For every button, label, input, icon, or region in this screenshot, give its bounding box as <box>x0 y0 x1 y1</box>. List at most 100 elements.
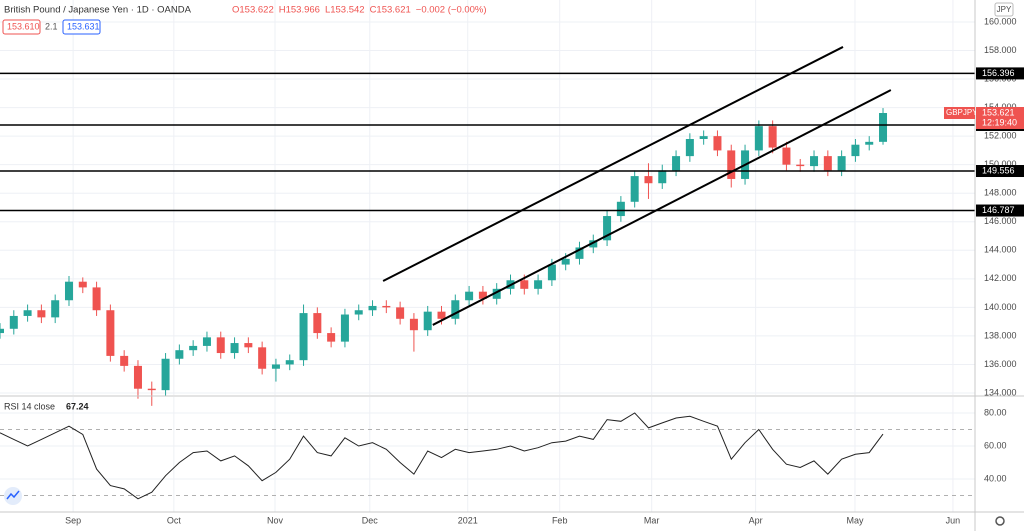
level-label: 149.556 <box>982 165 1015 175</box>
candle-body <box>520 280 529 289</box>
candle-body <box>796 164 805 167</box>
y-tick-label: 134.000 <box>984 387 1017 397</box>
ohlc-value: −0.002 (−0.00%) <box>416 5 487 16</box>
candle-body <box>64 281 73 301</box>
candle-body <box>685 138 694 157</box>
candle-body <box>727 150 736 179</box>
y-tick-label: 160.000 <box>984 16 1017 26</box>
candle-body <box>409 318 418 331</box>
y-tick-label: 148.000 <box>984 188 1017 198</box>
candle-body <box>133 365 142 389</box>
sell-price[interactable]: 153.610 <box>7 21 40 31</box>
candle-body <box>823 156 832 171</box>
x-tick-label: Feb <box>552 515 568 525</box>
last-price: 153.621 <box>982 107 1015 117</box>
candle-body <box>106 310 115 356</box>
candle-body <box>230 343 239 354</box>
trendline <box>382 46 844 282</box>
level-label: 146.787 <box>982 205 1015 215</box>
rsi-tick-label: 40.00 <box>984 473 1007 483</box>
candle-body <box>451 300 460 319</box>
level-label-box <box>976 165 1024 178</box>
candle-body <box>616 201 625 217</box>
x-tick-label: Sep <box>65 515 81 525</box>
candle-body <box>547 264 556 281</box>
last-price-symbol: GBPJPY <box>946 108 978 117</box>
x-tick-label: Nov <box>267 515 284 525</box>
y-tick-label: 146.000 <box>984 216 1017 226</box>
candle-body <box>299 313 308 361</box>
y-tick-label: 154.000 <box>984 102 1017 112</box>
y-tick-label: 144.000 <box>984 245 1017 255</box>
candle-body <box>603 216 612 241</box>
x-tick-label: Dec <box>362 515 379 525</box>
candle-body <box>382 305 391 308</box>
candle-body <box>768 126 777 148</box>
rsi-line <box>0 412 884 500</box>
ohlc-legend: O153.622 H153.966 L153.542 C153.621 −0.002 (… <box>232 5 487 16</box>
last-price-box <box>976 107 1024 130</box>
x-tick-label: Mar <box>644 515 660 525</box>
level-label: 156.396 <box>982 68 1015 78</box>
candle-body <box>699 136 708 139</box>
spread: 2.1 <box>45 21 58 31</box>
candle-body <box>713 136 722 151</box>
y-tick-label: 152.000 <box>984 131 1017 141</box>
y-tick-label: 158.000 <box>984 45 1017 55</box>
candle-body <box>810 156 819 167</box>
x-tick-label: Apr <box>749 515 763 525</box>
candle-body <box>23 310 32 316</box>
candle-body <box>78 281 87 288</box>
x-tick-label: Oct <box>167 515 182 525</box>
candle-body <box>396 307 405 319</box>
candle-body <box>340 314 349 342</box>
candle-body <box>327 333 336 342</box>
grid <box>0 0 975 512</box>
candle-body <box>465 291 474 301</box>
candle-body <box>754 126 763 151</box>
candle-body <box>271 364 280 369</box>
y-tick-label: 140.000 <box>984 302 1017 312</box>
sell-button[interactable] <box>2 19 41 35</box>
candle-body <box>258 347 267 369</box>
last-price-symbol-box <box>944 107 975 120</box>
countdown: 12:19:40 <box>982 117 1017 127</box>
candle-body <box>478 291 487 299</box>
candle-body <box>575 247 584 259</box>
candle-body <box>782 147 791 165</box>
candle-body <box>216 337 225 354</box>
candle-body <box>534 280 543 289</box>
buy-price[interactable]: 153.631 <box>67 21 100 31</box>
ohlc-value: L153.542 <box>325 5 365 16</box>
trendline <box>432 89 892 326</box>
x-tick-label: May <box>846 515 864 525</box>
ohlc-value: H153.966 <box>279 5 320 16</box>
y-tick-label: 138.000 <box>984 330 1017 340</box>
candle-body <box>244 343 253 348</box>
currency-box[interactable] <box>994 2 1014 17</box>
candle-body <box>161 358 170 391</box>
candle-body <box>0 328 4 334</box>
buy-button[interactable] <box>62 19 101 35</box>
candle-body <box>189 345 198 351</box>
candle-body <box>437 311 446 319</box>
candle-body <box>492 288 501 299</box>
level-label-box <box>976 204 1024 217</box>
x-tick-label: Jun <box>946 515 961 525</box>
level-label-box <box>976 67 1024 80</box>
axes: Sep Oct Nov Dec 2021 Feb Mar Apr May Jun 134.000 13… <box>65 16 1024 525</box>
marks <box>0 46 975 500</box>
y-tick-label: 142.000 <box>984 273 1017 283</box>
settings-icon[interactable] <box>995 516 1005 526</box>
rsi-tick-label: 80.00 <box>984 407 1007 417</box>
candle-body <box>630 176 639 202</box>
candle-body <box>879 113 888 142</box>
candle-body <box>147 388 156 391</box>
candle-body <box>120 355 129 366</box>
candle-body <box>851 144 860 157</box>
candle-body <box>92 287 101 311</box>
logo-icon <box>6 490 20 500</box>
rsi-tick-label: 60.00 <box>984 440 1007 450</box>
